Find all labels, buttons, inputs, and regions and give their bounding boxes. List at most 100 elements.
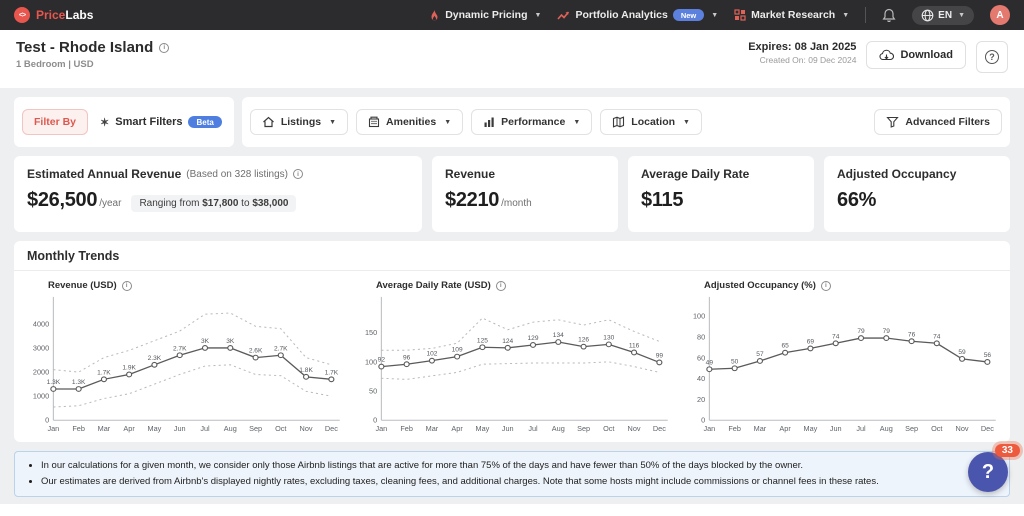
svg-text:74: 74 <box>933 334 941 341</box>
chevron-down-icon: ▼ <box>534 11 542 19</box>
svg-text:Feb: Feb <box>400 425 413 433</box>
help-button[interactable]: ? <box>976 41 1008 73</box>
page-header: Test - Rhode Island i 1 Bedroom | USD Ex… <box>0 30 1024 88</box>
pricelabs-logo[interactable]: <> PriceLabs <box>14 7 93 23</box>
svg-text:126: 126 <box>578 337 589 344</box>
svg-text:2.7K: 2.7K <box>274 345 288 352</box>
annual-revenue-value: $26,500 <box>27 189 98 211</box>
svg-text:1.3K: 1.3K <box>72 379 86 386</box>
download-button[interactable]: Download <box>866 41 966 69</box>
nav-divider <box>865 7 867 23</box>
filter-mode-group: Filter By ✶ Smart Filters Beta <box>14 97 234 147</box>
top-navbar: <> PriceLabs Dynamic Pricing ▼ Portfolio… <box>0 0 1024 30</box>
page-title: Test - Rhode Island <box>16 39 154 56</box>
info-icon[interactable]: i <box>121 280 132 291</box>
revenue-card: Revenue $2210/month <box>432 156 618 232</box>
chat-help-button[interactable]: ? 33 <box>968 444 1020 492</box>
advanced-filters-button[interactable]: Advanced Filters <box>874 109 1002 135</box>
location-filter-dropdown[interactable]: Location ▼ <box>600 109 702 135</box>
svg-text:50: 50 <box>369 388 377 396</box>
amenities-filter-dropdown[interactable]: Amenities ▼ <box>356 109 464 135</box>
svg-text:Jul: Jul <box>528 425 538 433</box>
chevron-down-icon: ▼ <box>683 118 690 126</box>
svg-text:Dec: Dec <box>981 425 994 433</box>
nav-item-label: Portfolio Analytics <box>575 9 668 21</box>
listings-filter-dropdown[interactable]: Listings ▼ <box>249 109 349 135</box>
svg-text:79: 79 <box>857 328 865 335</box>
info-icon[interactable]: i <box>820 280 831 291</box>
chat-question-icon: ? <box>981 460 995 483</box>
occupancy-card: Adjusted Occupancy 66% <box>824 156 1010 232</box>
svg-text:150: 150 <box>365 329 377 337</box>
stat-title: Revenue <box>445 167 496 181</box>
svg-text:Jul: Jul <box>856 425 866 433</box>
adr-card: Average Daily Rate $115 <box>628 156 814 232</box>
svg-text:1.9K: 1.9K <box>122 365 136 372</box>
bell-icon[interactable] <box>882 8 896 23</box>
expires-date: Expires: 08 Jan 2025 <box>748 41 857 53</box>
chevron-down-icon: ▼ <box>573 118 581 126</box>
svg-text:49: 49 <box>706 359 714 366</box>
chart-title: Adjusted Occupancy (%) <box>704 280 816 291</box>
svg-text:69: 69 <box>807 339 815 346</box>
dropdown-label: Performance <box>501 116 566 128</box>
chevron-down-icon: ▼ <box>329 118 337 126</box>
created-date: Created On: 09 Dec 2024 <box>759 55 857 65</box>
monthly-trends-panel: Monthly Trends Revenue (USD) i 0 1000 2000 3… <box>14 241 1010 443</box>
svg-text:Mar: Mar <box>98 425 111 433</box>
smart-filters-button[interactable]: ✶ Smart Filters Beta <box>96 116 226 129</box>
filter-bar: Filter By ✶ Smart Filters Beta Listings … <box>14 97 1010 147</box>
filter-by-button[interactable]: Filter By <box>22 109 89 135</box>
svg-text:116: 116 <box>629 343 640 350</box>
svg-text:Aug: Aug <box>552 425 565 433</box>
revenue-unit: /month <box>501 198 532 209</box>
svg-text:Sep: Sep <box>577 425 590 433</box>
svg-text:Oct: Oct <box>931 425 942 433</box>
svg-text:40: 40 <box>697 375 705 383</box>
cloud-download-icon <box>879 49 895 61</box>
svg-text:Apr: Apr <box>779 425 791 433</box>
svg-text:50: 50 <box>731 358 739 365</box>
annual-revenue-unit: /year <box>99 198 122 209</box>
svg-text:0: 0 <box>373 417 377 425</box>
svg-text:109: 109 <box>452 347 463 354</box>
stat-title: Adjusted Occupancy <box>837 167 957 181</box>
svg-text:59: 59 <box>958 349 966 356</box>
performance-filter-dropdown[interactable]: Performance ▼ <box>471 109 593 135</box>
chevron-down-icon: ▼ <box>444 118 452 126</box>
new-badge: New <box>672 9 705 21</box>
language-selector[interactable]: EN ▼ <box>912 5 974 25</box>
svg-text:60: 60 <box>697 354 705 362</box>
svg-text:100: 100 <box>365 358 377 366</box>
disclaimer-box: In our calculations for a given month, w… <box>14 451 1010 497</box>
svg-text:May: May <box>476 425 490 433</box>
svg-text:Sep: Sep <box>905 425 918 433</box>
svg-text:Aug: Aug <box>880 425 893 433</box>
stat-title: Average Daily Rate <box>641 167 750 181</box>
svg-text:Nov: Nov <box>628 425 641 433</box>
info-icon[interactable]: i <box>495 280 506 291</box>
nav-dynamic-pricing[interactable]: Dynamic Pricing ▼ <box>429 9 541 22</box>
chart-title: Revenue (USD) <box>48 280 117 291</box>
svg-text:Jun: Jun <box>502 425 514 433</box>
adr-chart: Average Daily Rate (USD) i 0 50 100 150 Jan Fe… <box>350 277 674 442</box>
stat-subtitle: (Based on 328 listings) <box>186 168 288 180</box>
svg-text:Oct: Oct <box>275 425 286 433</box>
stat-title: Estimated Annual Revenue <box>27 167 182 181</box>
smart-filters-label: Smart Filters <box>115 116 183 128</box>
nav-market-research[interactable]: Market Research ▼ <box>734 9 849 21</box>
nav-item-label: Dynamic Pricing <box>445 9 528 21</box>
chart-title: Average Daily Rate (USD) <box>376 280 491 291</box>
svg-text:124: 124 <box>502 338 513 345</box>
user-avatar[interactable]: A <box>990 5 1010 25</box>
nav-portfolio-analytics[interactable]: Portfolio Analytics New ▼ <box>557 9 718 21</box>
svg-text:80: 80 <box>697 334 705 342</box>
filter-dropdowns-group: Listings ▼ Amenities ▼ Performance ▼ Loc… <box>241 97 1010 147</box>
info-icon[interactable]: i <box>293 169 303 179</box>
svg-text:74: 74 <box>832 334 840 341</box>
info-icon[interactable]: i <box>159 42 170 53</box>
occupancy-value: 66% <box>837 189 877 211</box>
svg-text:96: 96 <box>403 354 411 361</box>
avatar-initial: A <box>996 9 1004 21</box>
svg-text:130: 130 <box>603 335 614 342</box>
